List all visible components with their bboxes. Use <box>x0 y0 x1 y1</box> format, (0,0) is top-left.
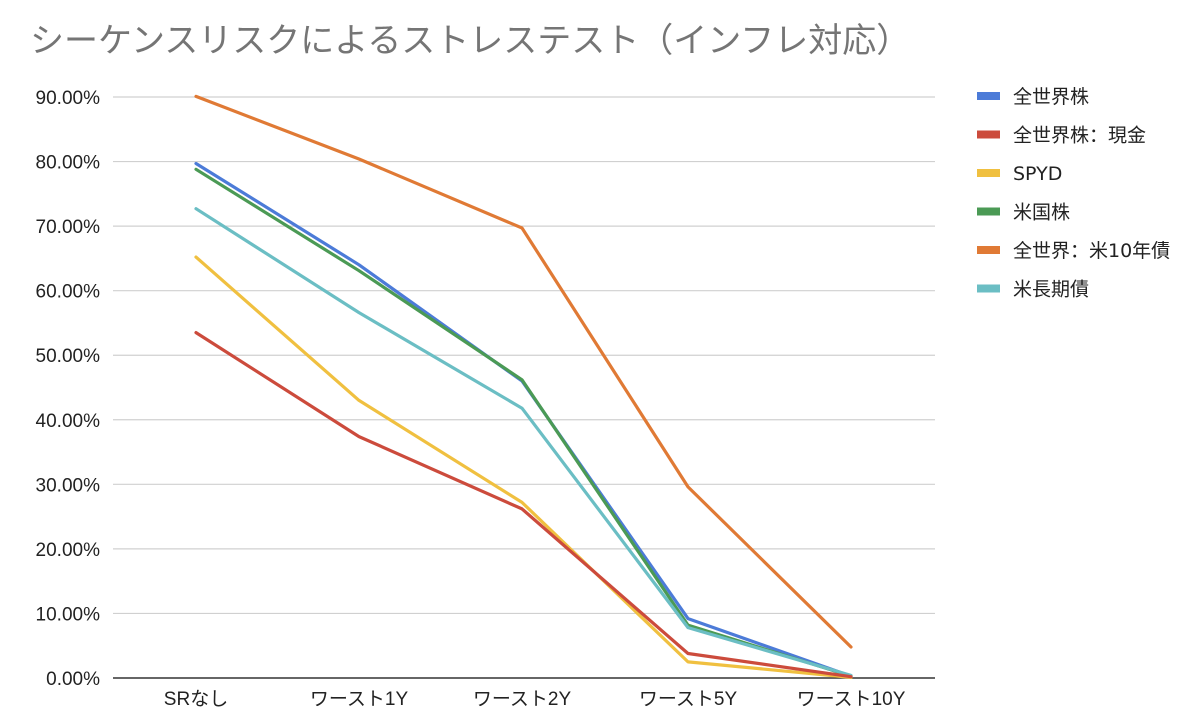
y-tick-label: 60.00% <box>36 282 101 303</box>
y-tick-label: 50.00% <box>36 346 101 367</box>
legend-swatch <box>977 130 1000 139</box>
x-tick-label: ワースト1Y <box>310 689 409 710</box>
y-tick-label: 10.00% <box>36 604 101 625</box>
y-tick-label: 20.00% <box>36 540 101 561</box>
legend-swatch <box>977 284 1000 293</box>
legend-label: 全世界株 <box>1013 86 1089 108</box>
series-line <box>194 94 853 649</box>
legend-swatch <box>977 92 1000 100</box>
series-line <box>194 167 853 678</box>
y-tick-label: 40.00% <box>36 411 101 432</box>
x-tick-label: ワースト2Y <box>473 689 572 710</box>
y-tick-label: 30.00% <box>36 475 101 496</box>
legend-swatch <box>977 246 1000 254</box>
chart-title: シーケンスリスクによるストレステスト（インフレ対応） <box>30 21 910 61</box>
series-lines <box>194 94 853 680</box>
legend-swatch <box>977 207 1000 216</box>
series-line <box>194 207 853 678</box>
legend-label: 全世界株：現金 <box>1013 125 1146 147</box>
x-tick-label: ワースト10Y <box>797 689 906 710</box>
y-tick-label: 80.00% <box>36 153 101 174</box>
x-tick-label: SRなし <box>164 689 228 710</box>
legend-swatch <box>977 169 1000 177</box>
y-tick-label: 90.00% <box>36 88 101 109</box>
legend-label: 米国株 <box>1013 202 1070 224</box>
legend-label: 全世界：米10年債 <box>1013 240 1170 262</box>
y-tick-label: 0.00% <box>46 669 100 690</box>
gridlines <box>113 96 935 679</box>
series-line <box>194 255 853 680</box>
legend-label: SPYD <box>1013 163 1062 185</box>
series-line <box>194 331 853 679</box>
y-tick-label: 70.00% <box>36 217 101 238</box>
y-axis-ticks: 0.00% 10.00% 20.00% 30.00% 40.00% 50.00% 60.00… <box>36 88 101 690</box>
x-tick-label: ワースト5Y <box>639 689 738 710</box>
x-axis-ticks: SRなし ワースト1Y ワースト2Y ワースト5Y ワースト10Y <box>164 689 906 710</box>
legend-label: 米長期債 <box>1013 279 1089 301</box>
